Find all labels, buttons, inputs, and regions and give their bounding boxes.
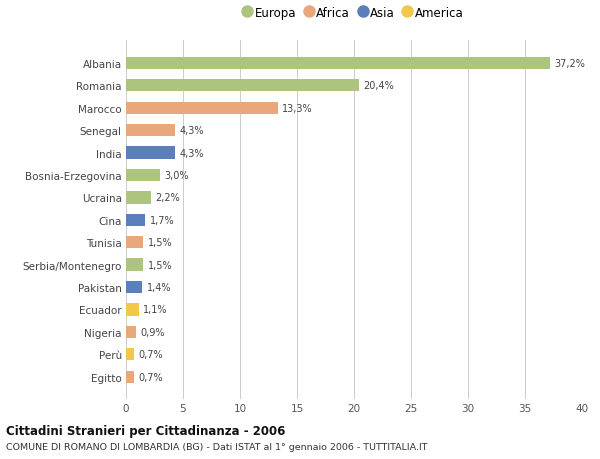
- Text: 2,2%: 2,2%: [155, 193, 181, 203]
- Text: 0,9%: 0,9%: [141, 327, 166, 337]
- Legend: Europa, Africa, Asia, America: Europa, Africa, Asia, America: [242, 4, 466, 22]
- Bar: [126, 236, 143, 249]
- Text: COMUNE DI ROMANO DI LOMBARDIA (BG) - Dati ISTAT al 1° gennaio 2006 - TUTTITALIA.: COMUNE DI ROMANO DI LOMBARDIA (BG) - Dat…: [6, 442, 427, 451]
- Text: 0,7%: 0,7%: [139, 372, 163, 382]
- Text: Cittadini Stranieri per Cittadinanza - 2006: Cittadini Stranieri per Cittadinanza - 2…: [6, 424, 286, 437]
- Text: 4,3%: 4,3%: [179, 148, 204, 158]
- Bar: [126, 57, 550, 70]
- Bar: [126, 147, 175, 159]
- Bar: [126, 326, 136, 338]
- Bar: [126, 214, 145, 226]
- Text: 0,7%: 0,7%: [139, 350, 163, 359]
- Text: 1,5%: 1,5%: [148, 260, 172, 270]
- Text: 13,3%: 13,3%: [282, 103, 313, 113]
- Text: 1,4%: 1,4%: [146, 282, 171, 292]
- Bar: [126, 192, 151, 204]
- Bar: [126, 125, 175, 137]
- Bar: [126, 304, 139, 316]
- Text: 1,7%: 1,7%: [150, 215, 175, 225]
- Bar: [126, 169, 160, 182]
- Text: 1,1%: 1,1%: [143, 305, 167, 315]
- Bar: [126, 281, 142, 294]
- Bar: [126, 80, 359, 92]
- Text: 1,5%: 1,5%: [148, 238, 172, 248]
- Text: 20,4%: 20,4%: [363, 81, 394, 91]
- Text: 37,2%: 37,2%: [554, 59, 586, 69]
- Bar: [126, 371, 134, 383]
- Text: 3,0%: 3,0%: [165, 171, 189, 180]
- Text: 4,3%: 4,3%: [179, 126, 204, 136]
- Bar: [126, 348, 134, 361]
- Bar: [126, 259, 143, 271]
- Bar: [126, 102, 278, 115]
